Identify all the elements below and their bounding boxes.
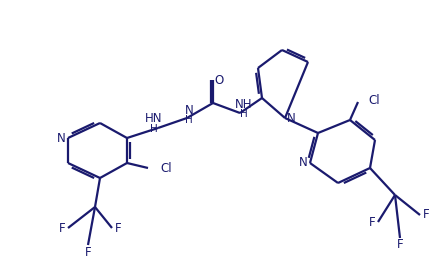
Text: F: F: [115, 221, 121, 235]
Text: N: N: [184, 103, 194, 117]
Text: F: F: [369, 215, 375, 229]
Text: Cl: Cl: [160, 162, 172, 174]
Text: F: F: [397, 239, 403, 251]
Text: H: H: [150, 124, 158, 134]
Text: H: H: [240, 109, 248, 119]
Text: HN: HN: [145, 112, 163, 126]
Text: N: N: [57, 132, 65, 144]
Text: N: N: [298, 156, 307, 170]
Text: N: N: [287, 111, 295, 124]
Text: O: O: [215, 73, 224, 87]
Text: H: H: [185, 115, 193, 125]
Text: Cl: Cl: [368, 93, 380, 106]
Text: NH: NH: [235, 97, 253, 111]
Text: F: F: [85, 245, 91, 259]
Text: F: F: [58, 221, 65, 235]
Text: F: F: [423, 209, 429, 221]
